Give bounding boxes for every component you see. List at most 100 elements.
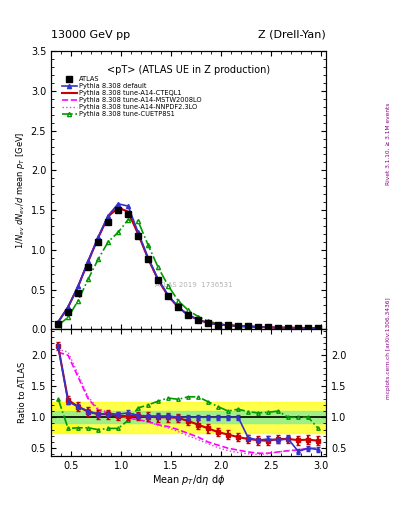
Pythia 8.308 tune-A14-MSTW2008LO	[126, 208, 130, 215]
ATLAS	[236, 323, 241, 329]
Pythia 8.308 tune-CUETP8S1	[316, 325, 321, 331]
Pythia 8.308 tune-A14-NNPDF2.3LO	[196, 317, 200, 323]
Pythia 8.308 tune-A14-MSTW2008LO	[86, 259, 90, 265]
Pythia 8.308 tune-CUETP8S1	[236, 323, 241, 329]
Text: Rivet 3.1.10, ≥ 3.1M events: Rivet 3.1.10, ≥ 3.1M events	[386, 102, 391, 184]
Pythia 8.308 tune-A14-NNPDF2.3LO	[136, 231, 140, 237]
Pythia 8.308 default	[76, 283, 81, 289]
ATLAS	[116, 207, 121, 213]
Line: Pythia 8.308 tune-A14-MSTW2008LO: Pythia 8.308 tune-A14-MSTW2008LO	[58, 208, 318, 328]
Pythia 8.308 tune-A14-NNPDF2.3LO	[56, 319, 61, 325]
Pythia 8.308 tune-CUETP8S1	[256, 324, 261, 330]
Pythia 8.308 default	[236, 323, 241, 329]
Pythia 8.308 tune-A14-CTEQL1	[66, 304, 70, 310]
Pythia 8.308 tune-A14-CTEQL1	[296, 325, 301, 331]
Pythia 8.308 tune-A14-MSTW2008LO	[96, 235, 101, 241]
Pythia 8.308 default	[226, 322, 231, 328]
ATLAS	[66, 309, 70, 315]
Pythia 8.308 tune-CUETP8S1	[286, 325, 290, 331]
Pythia 8.308 tune-A14-MSTW2008LO	[56, 319, 61, 325]
Pythia 8.308 default	[66, 304, 70, 310]
Pythia 8.308 default	[206, 320, 211, 326]
ATLAS	[276, 325, 281, 331]
ATLAS	[216, 322, 220, 328]
Pythia 8.308 tune-A14-CTEQL1	[156, 277, 160, 283]
Pythia 8.308 tune-CUETP8S1	[156, 264, 160, 270]
Text: mcplots.cern.ch [arXiv:1306.3436]: mcplots.cern.ch [arXiv:1306.3436]	[386, 297, 391, 399]
Pythia 8.308 tune-CUETP8S1	[216, 321, 220, 327]
Y-axis label: Ratio to ATLAS: Ratio to ATLAS	[18, 362, 27, 423]
Pythia 8.308 tune-A14-NNPDF2.3LO	[96, 235, 101, 241]
Pythia 8.308 tune-CUETP8S1	[86, 276, 90, 282]
Pythia 8.308 tune-A14-NNPDF2.3LO	[66, 304, 70, 310]
Pythia 8.308 tune-A14-NNPDF2.3LO	[206, 320, 211, 326]
Pythia 8.308 tune-A14-MSTW2008LO	[286, 325, 290, 331]
Text: Z (Drell-Yan): Z (Drell-Yan)	[259, 30, 326, 40]
Pythia 8.308 tune-CUETP8S1	[196, 313, 200, 319]
Pythia 8.308 tune-CUETP8S1	[56, 322, 61, 328]
Pythia 8.308 tune-CUETP8S1	[146, 242, 151, 248]
Pythia 8.308 tune-CUETP8S1	[276, 325, 281, 331]
Pythia 8.308 default	[276, 325, 281, 331]
Pythia 8.308 default	[96, 234, 101, 240]
Y-axis label: $1/N_{ev}$ $dN_{ev}/d$ mean $p_T$ [GeV]: $1/N_{ev}$ $dN_{ev}/d$ mean $p_T$ [GeV]	[14, 132, 27, 249]
Pythia 8.308 tune-A14-MSTW2008LO	[186, 312, 191, 318]
ATLAS	[266, 324, 270, 330]
Pythia 8.308 tune-A14-CTEQL1	[176, 304, 180, 310]
Pythia 8.308 default	[176, 304, 180, 310]
ATLAS	[106, 219, 110, 225]
ATLAS	[156, 277, 160, 283]
Pythia 8.308 tune-A14-MSTW2008LO	[246, 324, 250, 330]
Pythia 8.308 tune-A14-MSTW2008LO	[106, 214, 110, 220]
Pythia 8.308 tune-A14-MSTW2008LO	[116, 205, 121, 211]
Pythia 8.308 tune-A14-NNPDF2.3LO	[276, 325, 281, 331]
Pythia 8.308 tune-CUETP8S1	[296, 325, 301, 331]
ATLAS	[186, 312, 191, 318]
Pythia 8.308 default	[216, 322, 220, 328]
Pythia 8.308 tune-A14-MSTW2008LO	[236, 323, 241, 329]
Pythia 8.308 tune-A14-NNPDF2.3LO	[76, 283, 81, 289]
Pythia 8.308 tune-A14-MSTW2008LO	[296, 325, 301, 331]
X-axis label: Mean $p_T$/d$\eta$ d$\phi$: Mean $p_T$/d$\eta$ d$\phi$	[152, 473, 225, 487]
Pythia 8.308 tune-CUETP8S1	[96, 257, 101, 263]
Pythia 8.308 tune-A14-CTEQL1	[136, 231, 140, 237]
Pythia 8.308 tune-A14-CTEQL1	[126, 208, 130, 215]
Pythia 8.308 tune-A14-MSTW2008LO	[226, 322, 231, 328]
Pythia 8.308 tune-A14-MSTW2008LO	[156, 277, 160, 283]
Pythia 8.308 tune-A14-NNPDF2.3LO	[106, 214, 110, 220]
ATLAS	[206, 320, 211, 326]
Pythia 8.308 tune-CUETP8S1	[126, 217, 130, 223]
Pythia 8.308 tune-A14-NNPDF2.3LO	[166, 293, 171, 299]
Pythia 8.308 tune-A14-CTEQL1	[96, 235, 101, 241]
Pythia 8.308 tune-A14-NNPDF2.3LO	[116, 205, 121, 211]
Text: <pT> (ATLAS UE in Z production): <pT> (ATLAS UE in Z production)	[107, 65, 270, 75]
Pythia 8.308 tune-A14-NNPDF2.3LO	[316, 325, 321, 331]
Pythia 8.308 tune-A14-CTEQL1	[196, 317, 200, 323]
ATLAS	[176, 304, 180, 310]
Text: 13000 GeV pp: 13000 GeV pp	[51, 30, 130, 40]
Pythia 8.308 tune-A14-CTEQL1	[276, 325, 281, 331]
Pythia 8.308 tune-CUETP8S1	[66, 314, 70, 321]
Pythia 8.308 tune-CUETP8S1	[166, 283, 171, 289]
Pythia 8.308 tune-CUETP8S1	[226, 322, 231, 328]
ATLAS	[306, 325, 310, 331]
Pythia 8.308 tune-CUETP8S1	[186, 307, 191, 313]
Pythia 8.308 tune-A14-MSTW2008LO	[66, 304, 70, 310]
Pythia 8.308 tune-A14-NNPDF2.3LO	[216, 322, 220, 328]
Pythia 8.308 tune-A14-CTEQL1	[246, 324, 250, 330]
ATLAS	[246, 324, 250, 330]
Pythia 8.308 tune-A14-MSTW2008LO	[166, 293, 171, 299]
Line: Pythia 8.308 tune-A14-CTEQL1: Pythia 8.308 tune-A14-CTEQL1	[58, 208, 318, 328]
Pythia 8.308 tune-A14-CTEQL1	[186, 312, 191, 318]
Pythia 8.308 default	[256, 324, 261, 330]
Pythia 8.308 tune-A14-CTEQL1	[236, 323, 241, 329]
ATLAS	[76, 290, 81, 296]
Pythia 8.308 tune-A14-MSTW2008LO	[216, 322, 220, 328]
Pythia 8.308 default	[266, 324, 270, 330]
Pythia 8.308 tune-A14-CTEQL1	[226, 322, 231, 328]
Pythia 8.308 tune-A14-CTEQL1	[86, 259, 90, 265]
Pythia 8.308 tune-A14-NNPDF2.3LO	[246, 324, 250, 330]
Pythia 8.308 tune-A14-MSTW2008LO	[76, 283, 81, 289]
Pythia 8.308 default	[126, 203, 130, 209]
ATLAS	[166, 293, 171, 299]
